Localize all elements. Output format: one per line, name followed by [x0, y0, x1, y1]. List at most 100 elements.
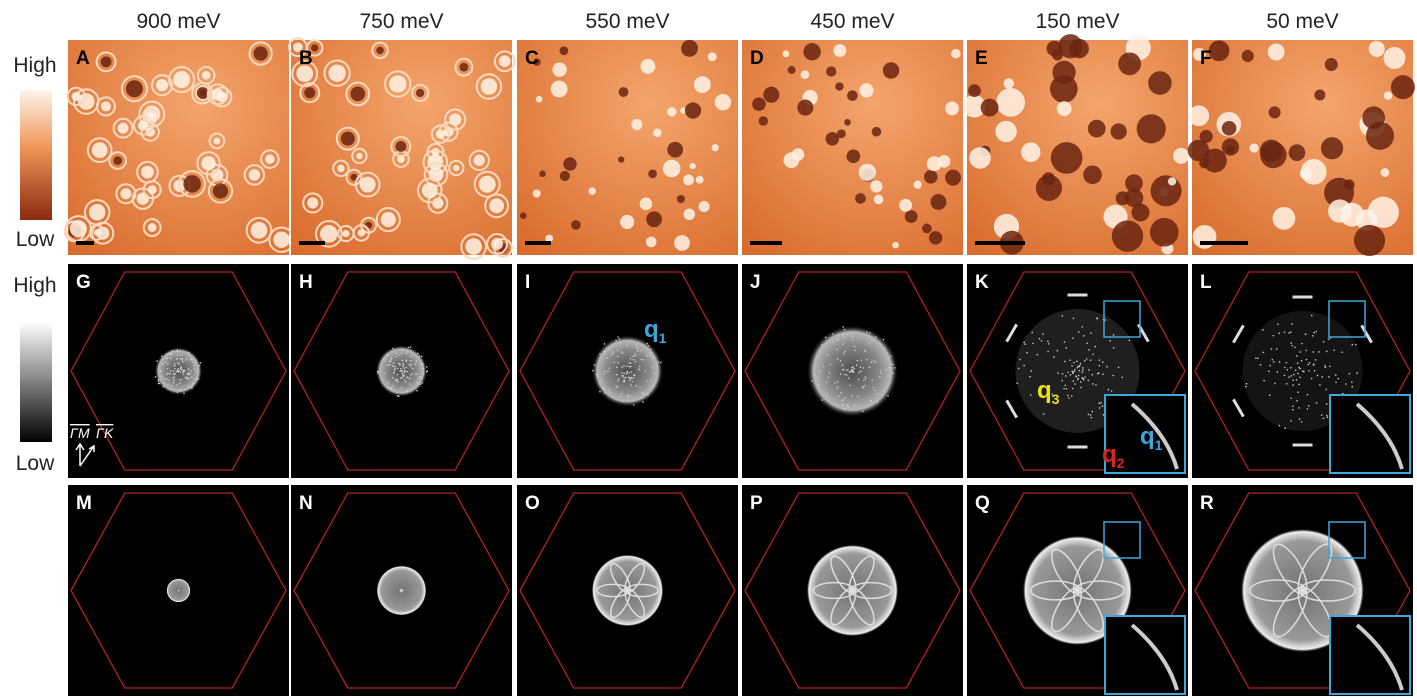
noise [176, 370, 179, 372]
noise [836, 338, 839, 341]
spot [201, 70, 211, 80]
noise [603, 388, 605, 391]
noise [848, 371, 851, 373]
spot [1087, 119, 1106, 138]
noise [1082, 378, 1085, 380]
noise [1313, 369, 1316, 372]
noise [637, 342, 639, 345]
noise [852, 369, 854, 371]
noise [1321, 376, 1324, 378]
noise [1072, 337, 1074, 339]
noise [850, 371, 852, 373]
spot [1199, 129, 1213, 144]
fft-arc [1232, 398, 1245, 418]
spot [689, 162, 696, 170]
ring [323, 59, 351, 87]
spot [1124, 188, 1144, 208]
column-title: 50 meV [1266, 10, 1338, 33]
noise [890, 367, 893, 369]
noise [860, 359, 863, 361]
noise [384, 372, 386, 374]
noise [1292, 384, 1294, 386]
noise [1016, 382, 1019, 385]
noise [1296, 362, 1299, 364]
spot [435, 129, 446, 139]
noise [1077, 377, 1079, 380]
noise [186, 378, 189, 380]
noise [635, 385, 638, 387]
ring [427, 192, 449, 214]
noise [401, 363, 404, 365]
ring [66, 86, 86, 107]
spot [342, 230, 350, 238]
noise [1311, 335, 1314, 337]
noise [629, 362, 632, 364]
spot [535, 95, 543, 103]
noise [1077, 374, 1080, 377]
ring [335, 126, 360, 151]
colorbar-gray [20, 322, 52, 442]
noise [1326, 414, 1328, 417]
noise [628, 365, 631, 368]
spot [797, 99, 814, 116]
noise [1270, 348, 1273, 350]
noise [1327, 338, 1330, 341]
spot [571, 220, 581, 230]
noise [811, 380, 813, 382]
noise [1053, 356, 1055, 358]
noise [388, 364, 390, 366]
spot [676, 194, 685, 204]
panel-letter: H [299, 272, 313, 293]
noise [1257, 357, 1259, 360]
noise [188, 373, 191, 376]
noise [193, 364, 196, 366]
spot [870, 180, 883, 193]
noise [396, 395, 399, 397]
spot [212, 183, 229, 199]
spot [1362, 106, 1385, 130]
colorbar-low: Low [16, 452, 55, 475]
noise [195, 359, 197, 362]
noise [632, 377, 635, 379]
noise [1268, 370, 1270, 373]
noise [860, 370, 862, 373]
spot [117, 122, 129, 134]
noise [1288, 376, 1290, 378]
noise [844, 350, 846, 353]
noise [390, 358, 392, 361]
noise [1082, 369, 1084, 371]
spot [563, 157, 577, 171]
noise [176, 384, 179, 386]
noise [1071, 365, 1073, 367]
noise [1089, 414, 1092, 416]
noise [1029, 375, 1031, 378]
noise [842, 336, 845, 338]
noise [392, 384, 394, 387]
noise [394, 352, 397, 355]
noise [1101, 405, 1104, 407]
spot [359, 176, 376, 193]
noise [1064, 384, 1067, 387]
noise [1290, 420, 1292, 422]
spot [395, 141, 407, 152]
spot [136, 192, 150, 205]
ring [444, 108, 467, 131]
noise [1308, 361, 1311, 364]
noise [1081, 367, 1084, 369]
spot [1314, 89, 1326, 101]
noise [419, 383, 422, 385]
noise [617, 378, 620, 380]
spot [846, 149, 861, 164]
noise [195, 370, 197, 372]
spot [803, 43, 821, 61]
noise [626, 365, 628, 367]
panel: H [291, 264, 512, 478]
noise [654, 372, 656, 375]
spot [421, 182, 438, 199]
noise [1322, 341, 1325, 343]
spot [1111, 220, 1144, 252]
noise [191, 358, 193, 361]
panel: N [291, 485, 512, 696]
sim-petal [848, 555, 875, 594]
